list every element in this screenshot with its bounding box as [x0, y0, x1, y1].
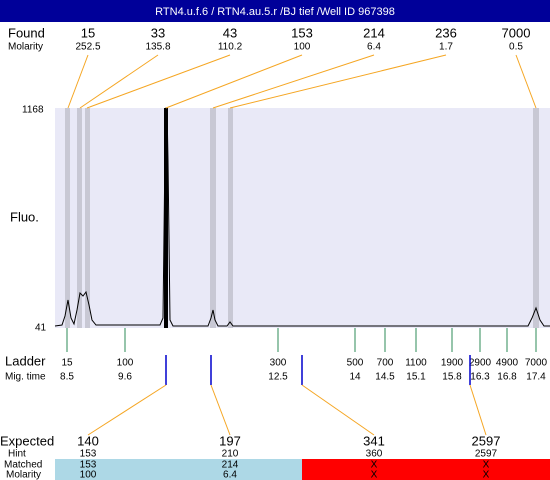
found-size: 43: [223, 25, 237, 40]
molarity-value: X: [483, 470, 490, 480]
hint-value: 210: [222, 449, 239, 460]
ladder-time: 12.5: [268, 372, 288, 383]
expected-size: 140: [77, 433, 99, 448]
found-connector: [212, 54, 375, 109]
hint-value: 360: [366, 449, 383, 460]
ladder-time: 17.4: [526, 372, 546, 383]
found-label: Found: [8, 25, 45, 40]
expected-connector: [301, 384, 375, 436]
found-molarity: 0.5: [509, 42, 523, 53]
y-axis-label: Fluo.: [10, 209, 39, 224]
found-size: 153: [291, 25, 313, 40]
ladder-time: 14.5: [375, 372, 395, 383]
y-min-label: 41: [35, 323, 47, 334]
ladder-size: 700: [377, 358, 394, 369]
header-bar: [0, 0, 550, 22]
plot-area: [55, 108, 550, 328]
ladder-time: 16.8: [497, 372, 517, 383]
found-molarity-label: Molarity: [8, 42, 43, 53]
ladder-time: 9.6: [118, 372, 132, 383]
found-size: 15: [81, 25, 95, 40]
hint-bg: [55, 448, 302, 459]
matched-value: 214: [222, 460, 239, 471]
ladder-size: 300: [270, 358, 287, 369]
matched-value: X: [483, 460, 490, 471]
matched-value: 153: [80, 460, 97, 471]
matched-ok-bg: [55, 459, 302, 480]
mig-time-label: Mig. time: [5, 372, 46, 383]
expected-connector: [210, 384, 231, 436]
ladder-time: 14: [349, 372, 361, 383]
peak-bands: [65, 108, 539, 328]
ladder-time: 15.8: [442, 372, 462, 383]
ladder-time: 8.5: [60, 372, 74, 383]
hint-value: 153: [80, 449, 97, 460]
ladder-size: 4900: [496, 358, 519, 369]
ladder-size: 100: [117, 358, 134, 369]
molarity-label: Molarity: [6, 470, 41, 480]
ladder-size: 1100: [405, 358, 427, 369]
matched-value: X: [371, 460, 378, 471]
matched-fail-bg: [302, 459, 550, 480]
expected-label: Expected: [0, 433, 54, 448]
expected-size: 2597: [472, 433, 501, 448]
found-connector: [165, 54, 303, 109]
found-molarity: 135.8: [145, 42, 170, 53]
found-molarity: 1.7: [439, 42, 453, 53]
molarity-value: 6.4: [223, 470, 237, 480]
found-molarity: 100: [294, 42, 311, 53]
expected-size: 197: [219, 433, 241, 448]
expected-connector: [469, 384, 487, 436]
hint-value: 2597: [475, 449, 498, 460]
found-connector: [229, 54, 447, 109]
main-peak-band: [164, 108, 168, 328]
ladder-size: 1900: [441, 358, 464, 369]
found-size: 7000: [502, 25, 531, 40]
molarity-value: X: [371, 470, 378, 480]
found-size: 236: [435, 25, 457, 40]
matched-label: Matched: [4, 460, 42, 471]
found-connector: [79, 54, 159, 109]
header-title: RTN4.u.f.6 / RTN4.au.5.r /BJ tief /Well …: [155, 6, 395, 18]
molarity-value: 100: [80, 470, 97, 480]
found-connector: [515, 54, 537, 109]
found-molarity: 6.4: [367, 42, 381, 53]
y-max-label: 1168: [22, 105, 44, 116]
hint-label: Hint: [8, 449, 26, 460]
ladder-time: 16.3: [470, 372, 490, 383]
expected-connector: [87, 384, 167, 436]
found-connector: [86, 54, 231, 109]
found-size: 214: [363, 25, 385, 40]
ladder-size: 15: [61, 358, 73, 369]
found-molarity: 252.5: [75, 42, 100, 53]
found-size: 33: [151, 25, 165, 40]
expected-size: 341: [363, 433, 385, 448]
ladder-time: 15.1: [406, 372, 426, 383]
ladder-size: 2900: [469, 358, 492, 369]
ladder-label: Ladder: [5, 353, 46, 368]
found-molarity: 110.2: [218, 42, 243, 53]
ladder-size: 500: [347, 358, 364, 369]
found-connector: [67, 54, 89, 109]
ladder-size: 7000: [525, 358, 548, 369]
